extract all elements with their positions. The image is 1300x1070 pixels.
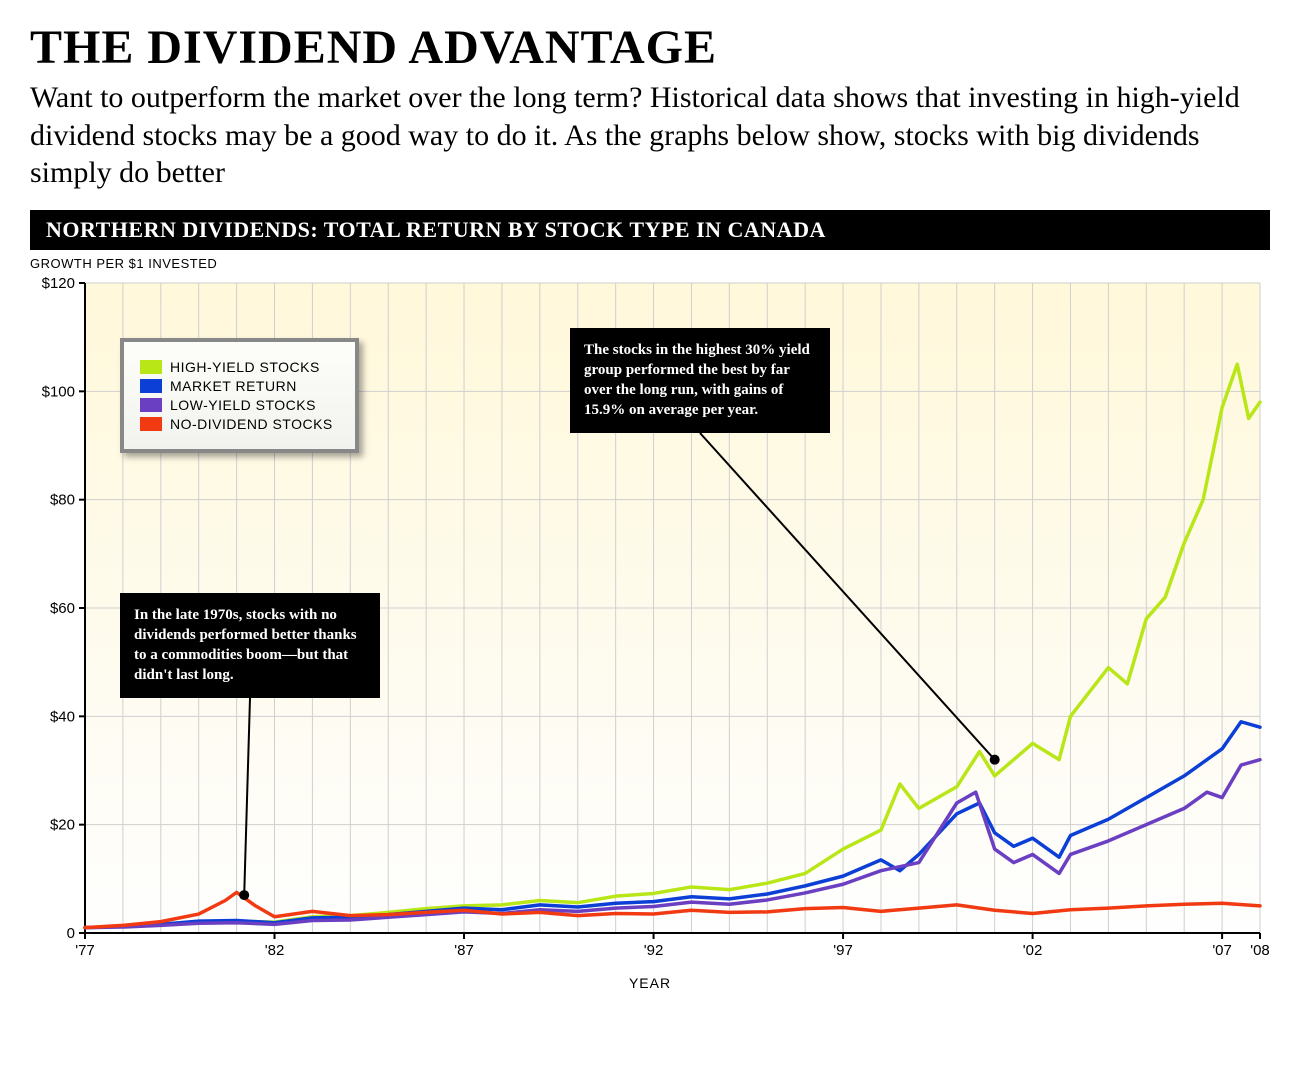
legend-swatch [140,360,162,374]
svg-text:$40: $40 [50,708,75,725]
svg-text:$20: $20 [50,816,75,833]
svg-text:0: 0 [67,925,75,942]
callout-late70s: In the late 1970s, stocks with no divide… [120,593,380,698]
legend-label: LOW-YIELD STOCKS [170,397,316,413]
svg-text:'08: '08 [1250,942,1270,959]
svg-text:'97: '97 [833,942,853,959]
legend: HIGH-YIELD STOCKS MARKET RETURN LOW-YIELD … [120,338,359,453]
legend-item: NO-DIVIDEND STOCKS [140,416,333,432]
legend-label: HIGH-YIELD STOCKS [170,359,320,375]
svg-text:'82: '82 [265,942,285,959]
svg-text:'92: '92 [644,942,664,959]
legend-label: NO-DIVIDEND STOCKS [170,416,333,432]
svg-text:$60: $60 [50,600,75,617]
legend-swatch [140,417,162,431]
callout-highest30: The stocks in the highest 30% yield grou… [570,328,830,433]
page-title: THE DIVIDEND ADVANTAGE [30,20,1270,75]
page-subtitle: Want to outperform the market over the l… [30,79,1270,192]
svg-text:$120: $120 [42,275,75,292]
chart-container: 0 $20 $40 $60 $80 $100 $120 '77 '82 '87 '92 '97 '02 '… [30,273,1270,973]
svg-text:$80: $80 [50,491,75,508]
svg-text:'07: '07 [1212,942,1232,959]
x-axis-title: YEAR [30,975,1270,991]
legend-item: LOW-YIELD STOCKS [140,397,333,413]
legend-label: MARKET RETURN [170,378,297,394]
svg-text:'02: '02 [1023,942,1043,959]
svg-text:'87: '87 [454,942,474,959]
legend-swatch [140,398,162,412]
svg-text:$100: $100 [42,383,75,400]
svg-text:'77: '77 [75,942,95,959]
chart-banner: NORTHERN DIVIDENDS: TOTAL RETURN BY STOC… [30,210,1270,250]
legend-swatch [140,379,162,393]
legend-item: MARKET RETURN [140,378,333,394]
y-axis-title: GROWTH PER $1 INVESTED [30,256,1270,271]
legend-item: HIGH-YIELD STOCKS [140,359,333,375]
